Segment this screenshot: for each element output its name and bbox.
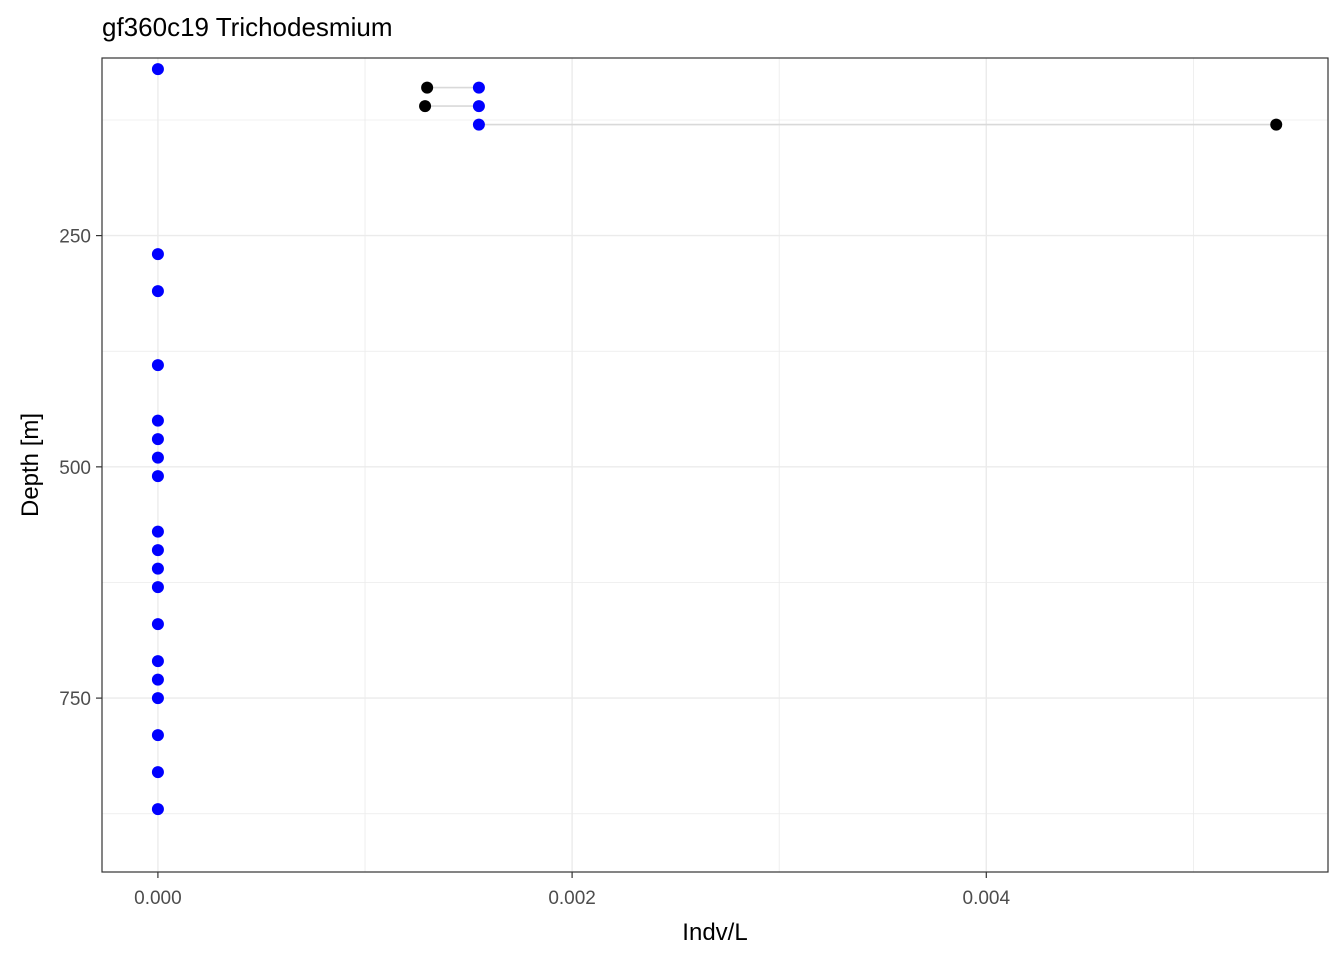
x-tick-label: 0.000 — [134, 888, 182, 909]
blue-data-point — [151, 581, 164, 594]
blue-data-point — [151, 803, 164, 816]
x-tick-label: 0.002 — [548, 888, 596, 909]
blue-data-point — [151, 433, 164, 446]
blue-data-point — [151, 525, 164, 538]
blue-data-point — [151, 729, 164, 742]
black-data-point — [419, 100, 432, 113]
blue-data-point — [472, 118, 485, 131]
blue-data-point — [151, 285, 164, 298]
y-axis-title: Depth [m] — [17, 413, 44, 517]
blue-data-point — [151, 414, 164, 427]
black-data-point — [1270, 118, 1283, 131]
data-points — [151, 63, 1283, 816]
blue-data-point — [151, 766, 164, 779]
blue-data-point — [151, 673, 164, 686]
blue-data-point — [151, 248, 164, 261]
blue-data-point — [151, 470, 164, 483]
range-segments — [425, 86, 1277, 126]
blue-data-point — [151, 562, 164, 575]
y-tick-label: 250 — [59, 227, 91, 248]
y-tick-label: 750 — [59, 689, 91, 710]
major-gridlines — [102, 58, 1328, 872]
blue-data-point — [472, 100, 485, 113]
chart-title: gf360c19 Trichodesmium — [102, 12, 392, 42]
blue-data-point — [151, 359, 164, 372]
blue-data-point — [151, 451, 164, 464]
minor-gridlines — [102, 58, 1328, 872]
x-axis: 0.000 0.002 0.004 — [134, 872, 1011, 909]
black-data-point — [421, 81, 434, 94]
blue-data-point — [151, 63, 164, 76]
blue-data-point — [151, 692, 164, 705]
blue-data-point — [151, 544, 164, 557]
y-axis: 250 500 750 — [59, 227, 102, 710]
x-tick-label: 0.004 — [963, 888, 1011, 909]
blue-data-point — [472, 81, 485, 94]
blue-data-point — [151, 618, 164, 631]
blue-data-point — [151, 655, 164, 668]
plot-frame — [101, 57, 1329, 873]
x-axis-title: Indv/L — [682, 919, 747, 946]
y-tick-label: 500 — [59, 458, 91, 479]
